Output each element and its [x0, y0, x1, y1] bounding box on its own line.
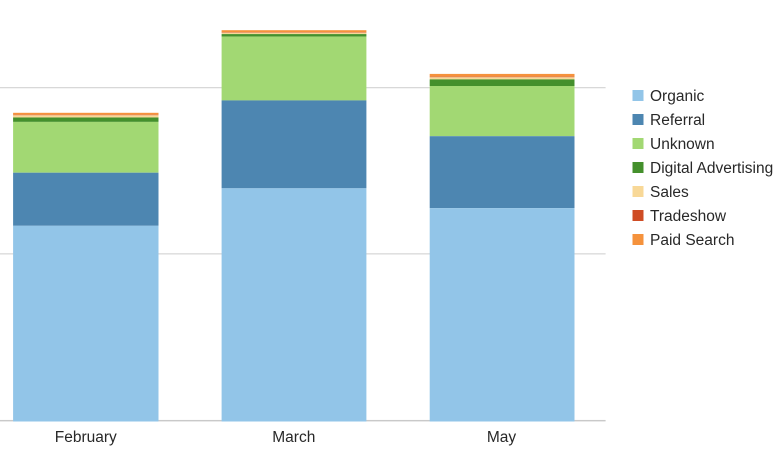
svg-text:Tradeshow: Tradeshow: [650, 208, 727, 225]
svg-text:Unknown: Unknown: [650, 136, 715, 153]
svg-text:Paid Search: Paid Search: [650, 232, 734, 249]
svg-text:February: February: [55, 429, 117, 446]
svg-text:Digital Advertising: Digital Advertising: [650, 160, 773, 177]
svg-text:May: May: [487, 429, 517, 446]
svg-text:Organic: Organic: [650, 88, 705, 105]
svg-text:Sales: Sales: [650, 184, 689, 201]
svg-text:Referral: Referral: [650, 112, 705, 129]
svg-text:March: March: [272, 429, 315, 446]
